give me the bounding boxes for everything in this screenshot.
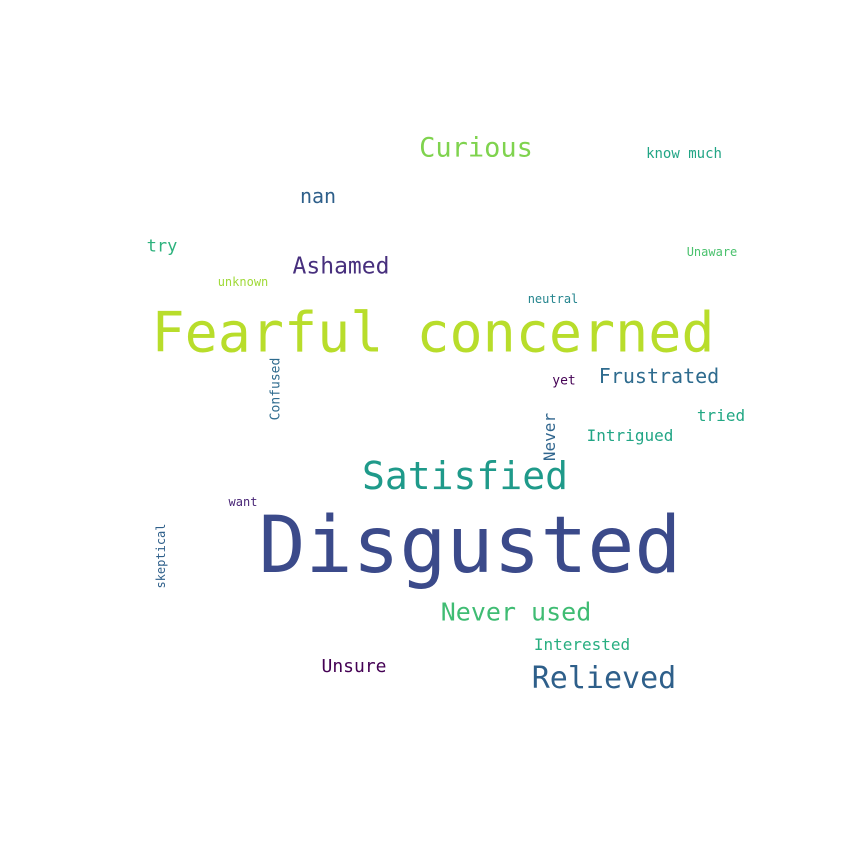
word-interested: Interested xyxy=(533,635,631,654)
word-fearful-concerned: Fearful concerned xyxy=(151,300,715,365)
word-satisfied: Satisfied xyxy=(362,454,568,498)
word-neutral: neutral xyxy=(527,292,579,306)
word-skeptical: skeptical xyxy=(154,523,168,589)
word-know-much: know much xyxy=(646,146,722,162)
word-frustrated: Frustrated xyxy=(598,364,720,388)
word-never-used: Never used xyxy=(440,597,592,627)
word-yet: yet xyxy=(552,373,576,389)
word-unaware: Unaware xyxy=(686,245,738,259)
word-curious: Curious xyxy=(419,132,533,164)
word-unknown: unknown xyxy=(217,275,269,289)
word-tried: tried xyxy=(696,406,746,425)
word-ashamed: Ashamed xyxy=(292,253,390,280)
word-relieved: Relieved xyxy=(531,661,677,696)
word-disgusted: Disgusted xyxy=(258,501,682,591)
word-confused: Confused xyxy=(268,357,284,421)
word-intrigued: Intrigued xyxy=(586,426,674,445)
word-nan: nan xyxy=(299,184,337,208)
word-try: try xyxy=(146,236,178,257)
word-want: want xyxy=(228,495,258,509)
word-unsure: Unsure xyxy=(321,656,387,677)
word-never: Never xyxy=(540,412,559,462)
